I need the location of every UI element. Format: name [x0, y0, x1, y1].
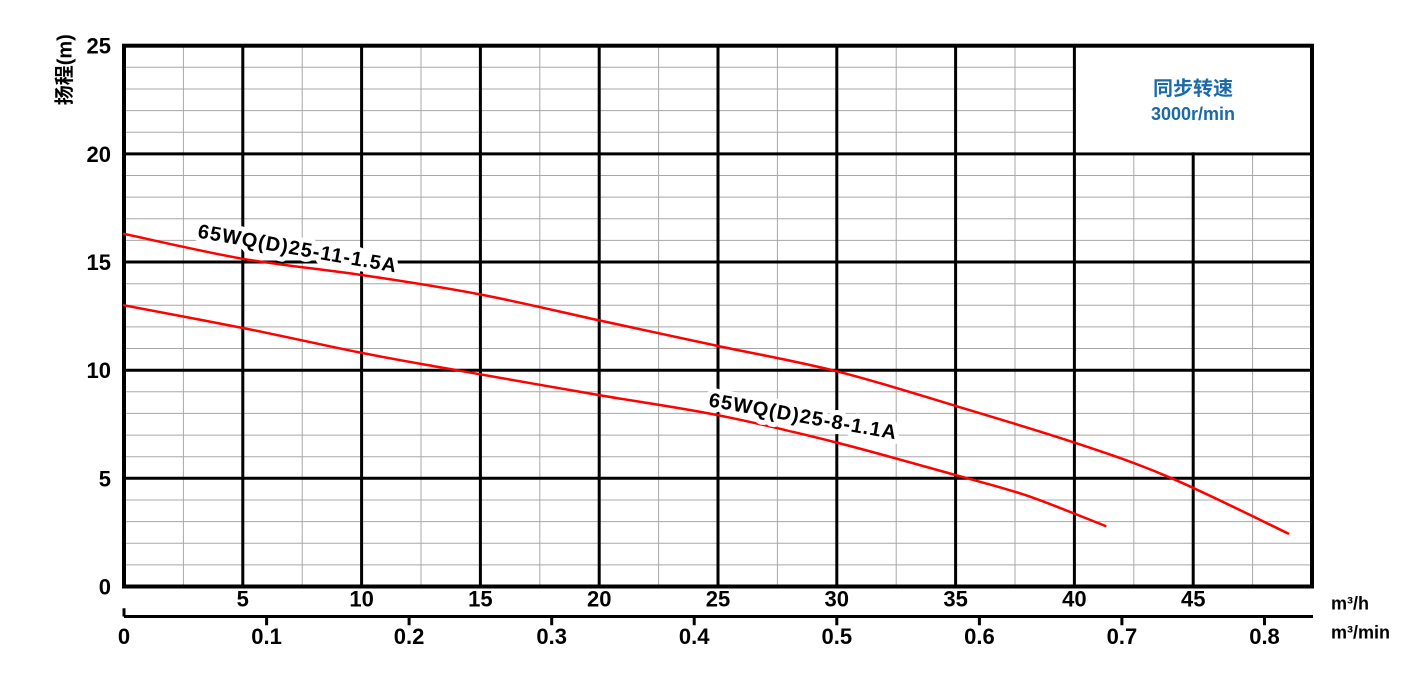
svg-text:25: 25 — [87, 34, 111, 59]
svg-text:15: 15 — [87, 250, 111, 275]
svg-text:20: 20 — [587, 587, 611, 612]
svg-text:0.7: 0.7 — [1107, 624, 1138, 649]
svg-text:45: 45 — [1181, 587, 1205, 612]
svg-text:0: 0 — [118, 624, 130, 649]
svg-text:m³/min: m³/min — [1331, 623, 1390, 643]
svg-text:0.6: 0.6 — [964, 624, 995, 649]
svg-text:10: 10 — [87, 358, 111, 383]
svg-text:0.4: 0.4 — [679, 624, 710, 649]
svg-text:65WQ(D)25-11-1.5A: 65WQ(D)25-11-1.5A — [196, 221, 399, 278]
svg-text:0: 0 — [99, 575, 111, 600]
svg-text:0.2: 0.2 — [394, 624, 425, 649]
svg-text:10: 10 — [349, 587, 373, 612]
svg-text:0.1: 0.1 — [251, 624, 282, 649]
svg-text:25: 25 — [706, 587, 730, 612]
svg-text:0.8: 0.8 — [1249, 624, 1280, 649]
svg-text:(m): (m) — [54, 34, 76, 65]
svg-text:35: 35 — [943, 587, 967, 612]
svg-text:3000r/min: 3000r/min — [1151, 104, 1235, 124]
svg-text:5: 5 — [99, 466, 111, 491]
svg-text:40: 40 — [1062, 587, 1086, 612]
svg-text:0.3: 0.3 — [536, 624, 567, 649]
svg-text:0.5: 0.5 — [822, 624, 853, 649]
svg-text:65WQ(D)25-8-1.1A: 65WQ(D)25-8-1.1A — [707, 390, 899, 445]
svg-text:30: 30 — [825, 587, 849, 612]
svg-text:15: 15 — [468, 587, 492, 612]
svg-text:5: 5 — [237, 587, 249, 612]
svg-text:20: 20 — [87, 142, 111, 167]
svg-text:m³/h: m³/h — [1331, 594, 1369, 614]
